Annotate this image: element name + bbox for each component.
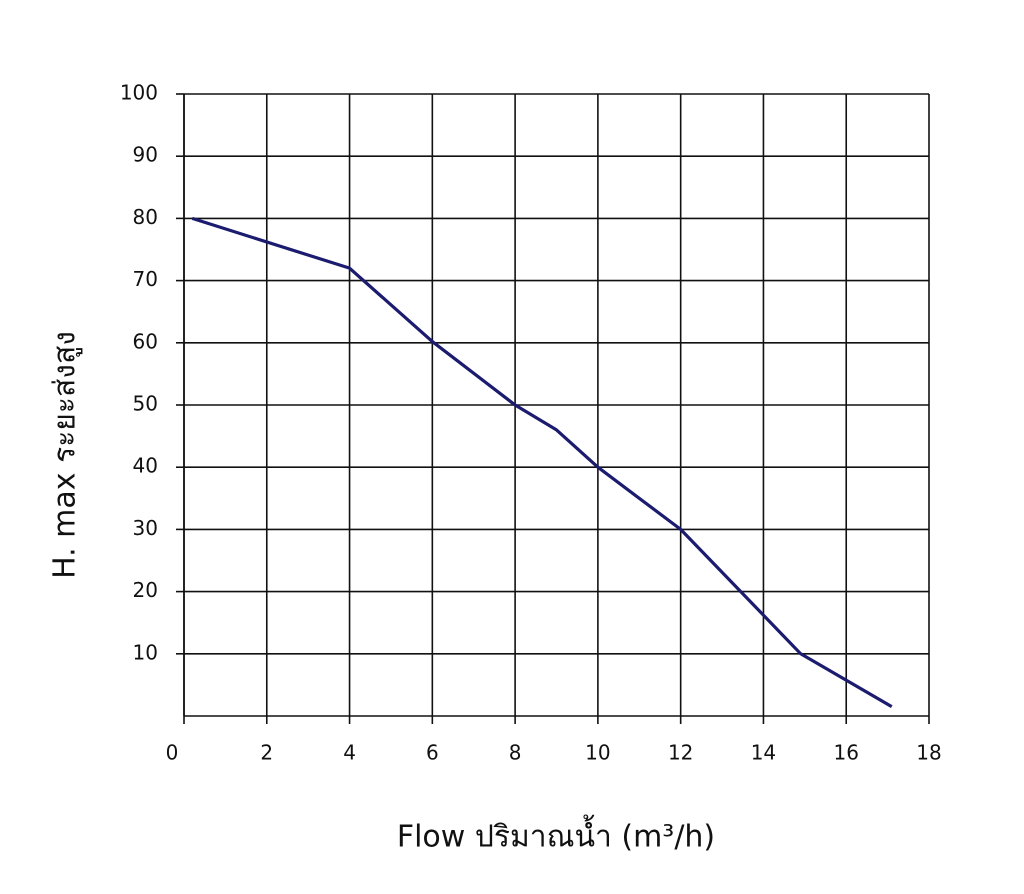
x-tick-label: 6 (426, 741, 439, 765)
y-tick-label: 30 (133, 516, 158, 540)
y-tick-label: 80 (133, 205, 158, 229)
y-tick-label: 20 (133, 578, 158, 602)
y-axis-title: H. max ระยะส่งสูง (48, 331, 83, 579)
y-tick-label: 60 (133, 329, 158, 353)
y-tick-label: 40 (133, 454, 158, 478)
y-tick-label: 70 (133, 267, 158, 291)
x-tick-label: 8 (509, 741, 522, 765)
y-tick-label: 50 (133, 392, 158, 416)
x-tick-label: 10 (585, 741, 610, 765)
x-tick-label: 4 (343, 741, 356, 765)
x-tick-label: 18 (916, 741, 941, 765)
x-tick-label: 12 (668, 741, 693, 765)
y-tick-label: 100 (120, 81, 158, 105)
x-axis-title: Flow ปริมาณน้ำ (m³/h) (397, 815, 715, 855)
data-line (191, 216, 893, 709)
x-tick-label: 2 (260, 741, 273, 765)
x-tick-label: 16 (833, 741, 858, 765)
x-tick-label: 14 (751, 741, 776, 765)
x-tick-label: 0 (166, 741, 179, 765)
y-tick-label: 10 (133, 640, 158, 664)
y-tick-label: 90 (133, 143, 158, 167)
